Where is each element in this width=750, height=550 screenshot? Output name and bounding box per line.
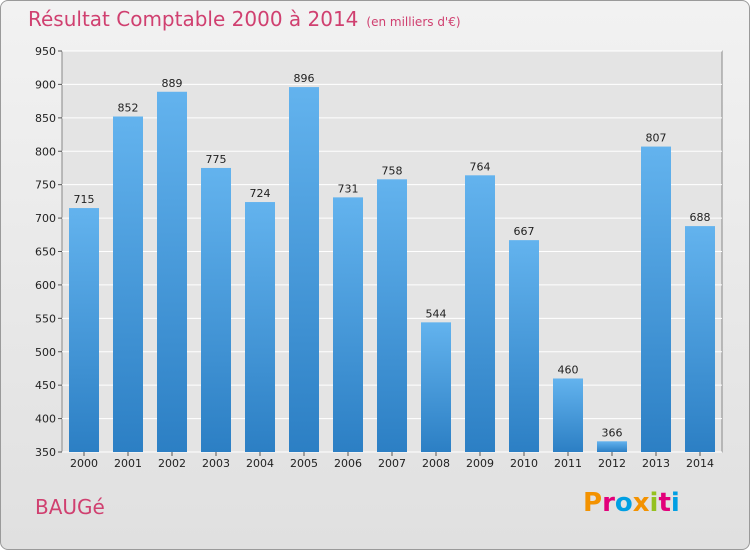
- x-tick-label: 2006: [334, 457, 362, 470]
- bar: [641, 146, 671, 453]
- bar: [509, 240, 539, 452]
- bar: [113, 116, 143, 452]
- logo-letter: t: [658, 488, 671, 518]
- logo-letter: x: [632, 488, 650, 518]
- data-label: 758: [382, 164, 403, 177]
- chart-title: Résultat Comptable 2000 à 2014 (en millie…: [28, 7, 461, 31]
- bar: [289, 87, 319, 452]
- data-label: 775: [206, 153, 227, 166]
- data-label: 715: [74, 193, 95, 206]
- y-tick-label: 600: [35, 279, 56, 292]
- y-tick-label: 350: [35, 446, 56, 459]
- y-tick-label: 450: [35, 379, 56, 392]
- bar: [465, 175, 495, 452]
- data-label: 889: [162, 77, 183, 90]
- x-tick-label: 2009: [466, 457, 494, 470]
- bar: [377, 179, 407, 452]
- data-label: 667: [514, 225, 535, 238]
- y-tick-label: 800: [35, 145, 56, 158]
- data-label: 764: [470, 160, 491, 173]
- bar: [553, 378, 583, 452]
- x-tick-label: 2004: [246, 457, 274, 470]
- bar: [597, 441, 627, 452]
- x-tick-label: 2007: [378, 457, 406, 470]
- bar: [245, 202, 275, 452]
- y-tick-label: 850: [35, 112, 56, 125]
- logo-letter: i: [649, 488, 659, 518]
- y-tick-label: 550: [35, 312, 56, 325]
- data-label: 544: [426, 307, 447, 320]
- y-tick-label: 950: [35, 45, 56, 58]
- bar: [421, 322, 451, 452]
- data-label: 366: [602, 426, 623, 439]
- x-tick-label: 2005: [290, 457, 318, 470]
- data-label: 460: [558, 363, 579, 376]
- bar: [69, 208, 99, 452]
- y-tick-label: 500: [35, 346, 56, 359]
- commune-name: BAUGé: [35, 495, 105, 519]
- chart-subtitle: (en milliers d'€): [366, 15, 461, 29]
- x-tick-label: 2000: [70, 457, 98, 470]
- proxiti-logo: Proxiti: [583, 488, 680, 518]
- x-tick-label: 2012: [598, 457, 626, 470]
- bar: [685, 226, 715, 452]
- x-tick-label: 2008: [422, 457, 450, 470]
- data-label: 807: [646, 132, 667, 145]
- y-tick-label: 650: [35, 246, 56, 259]
- bar: [201, 167, 231, 453]
- bar: [157, 91, 187, 452]
- x-tick-label: 2011: [554, 457, 582, 470]
- x-tick-label: 2013: [642, 457, 670, 470]
- y-tick-label: 750: [35, 179, 56, 192]
- x-tick-label: 2003: [202, 457, 230, 470]
- title-text: Résultat Comptable 2000 à 2014: [28, 7, 359, 31]
- bar: [333, 197, 363, 452]
- x-tick-label: 2002: [158, 457, 186, 470]
- y-tick-label: 700: [35, 212, 56, 225]
- logo-letter: i: [670, 488, 680, 518]
- data-label: 731: [338, 182, 359, 195]
- logo-letter: o: [614, 488, 633, 518]
- data-label: 724: [250, 187, 271, 200]
- y-tick-label: 400: [35, 413, 56, 426]
- x-tick-label: 2010: [510, 457, 538, 470]
- data-label: 688: [690, 211, 711, 224]
- logo-letter: P: [583, 488, 603, 518]
- logo-letter: r: [602, 488, 615, 518]
- x-tick-label: 2001: [114, 457, 142, 470]
- data-label: 852: [118, 101, 139, 114]
- x-tick-label: 2014: [686, 457, 714, 470]
- data-label: 896: [294, 72, 315, 85]
- y-tick-label: 900: [35, 78, 56, 91]
